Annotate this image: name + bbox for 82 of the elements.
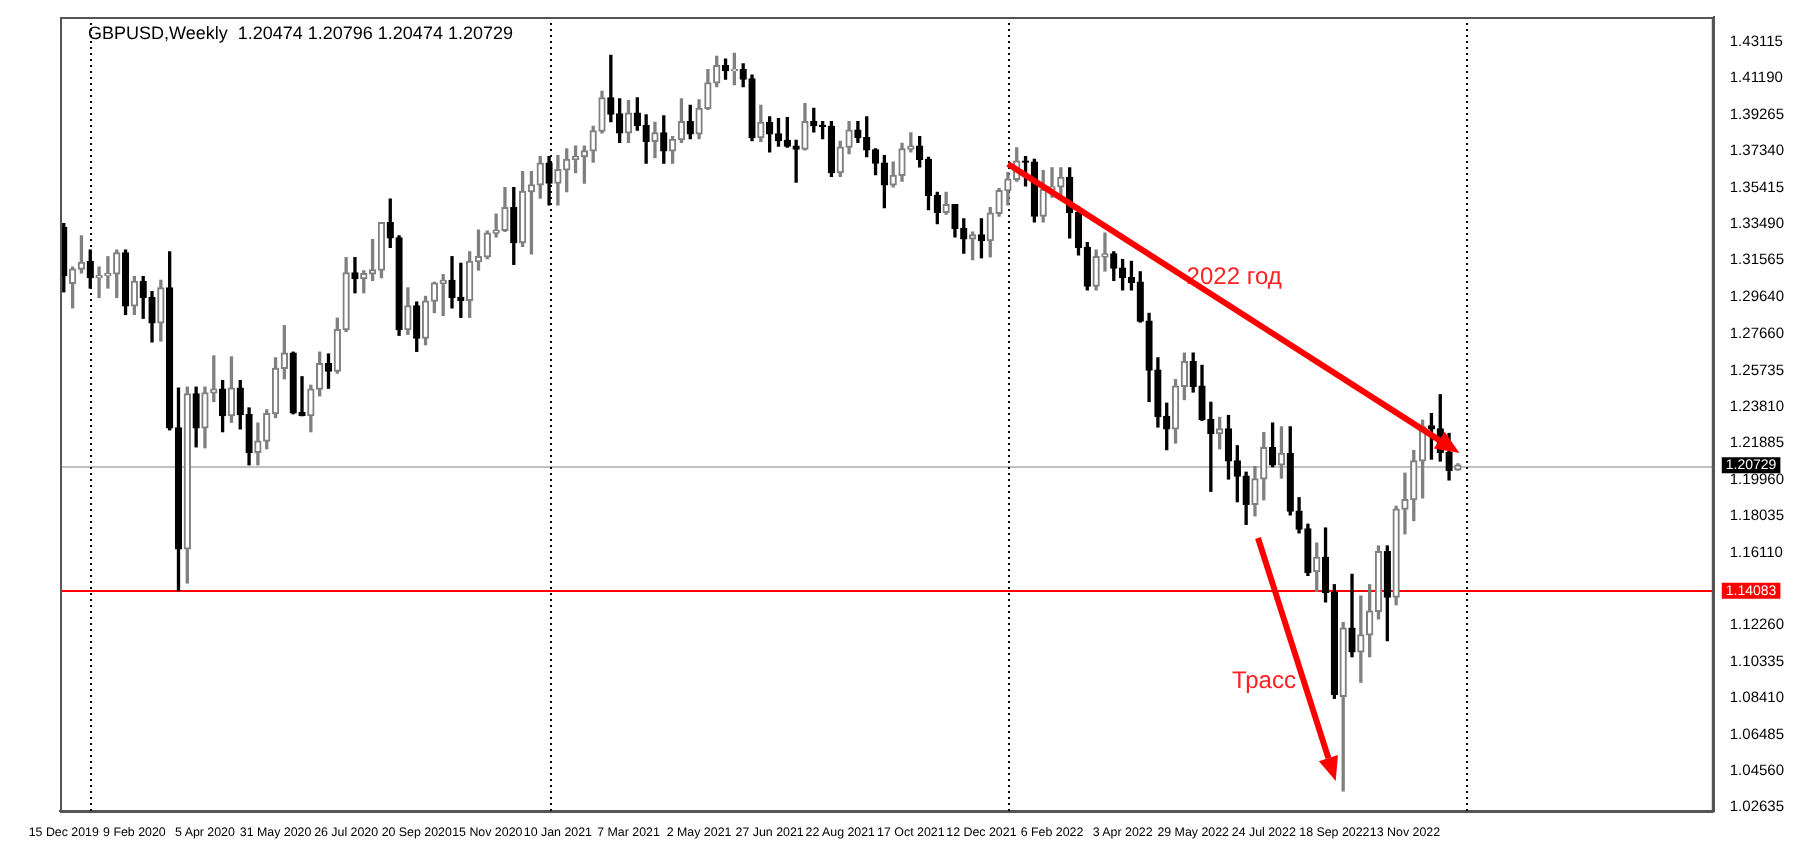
chart-title: GBPUSD,Weekly 1.20474 1.20796 1.20474 1.20729 — [88, 22, 513, 43]
candlestick — [466, 251, 474, 318]
candlestick — [501, 187, 509, 232]
candlestick — [1357, 595, 1365, 683]
candlestick — [951, 204, 959, 238]
candlestick — [801, 102, 809, 151]
candlestick — [783, 117, 791, 148]
candlestick — [1145, 312, 1153, 403]
candlestick — [651, 121, 659, 159]
candlestick — [1260, 431, 1268, 501]
candlestick — [977, 218, 986, 259]
candlestick — [898, 142, 906, 182]
candlestick — [77, 235, 86, 274]
candlestick — [395, 235, 403, 336]
candlestick — [183, 386, 191, 584]
candlestick — [404, 287, 412, 335]
candlestick — [536, 155, 544, 199]
candlestick — [845, 120, 853, 155]
candlestick — [1339, 621, 1347, 792]
candlestick — [174, 387, 183, 592]
candlestick — [1383, 545, 1391, 642]
candlestick — [1242, 471, 1250, 525]
candlestick — [871, 148, 880, 176]
candlestick — [748, 74, 756, 142]
candlestick — [166, 251, 174, 431]
candlestick — [1410, 449, 1418, 522]
candlestick — [968, 231, 977, 261]
candlestick — [121, 249, 130, 316]
candlestick — [863, 116, 871, 158]
candlestick — [192, 386, 200, 448]
candlestick — [1118, 258, 1127, 291]
candlestick — [854, 120, 862, 144]
candlestick — [624, 100, 633, 144]
candlestick — [68, 266, 77, 309]
candlestick — [457, 262, 465, 318]
candlestick — [351, 257, 359, 294]
candlestick — [1251, 465, 1259, 517]
candlestick — [1136, 271, 1144, 323]
candlestick — [880, 154, 889, 209]
candlestick — [580, 145, 589, 184]
candlestick — [1154, 357, 1162, 428]
candlestick — [210, 355, 218, 403]
candlestick — [942, 191, 950, 215]
candlestick — [510, 187, 518, 265]
candlestick — [483, 230, 491, 260]
candlestick — [607, 54, 615, 123]
candlestick — [1295, 497, 1303, 534]
candlestick — [95, 266, 103, 299]
candlestick — [554, 154, 562, 206]
candlestick — [324, 353, 333, 389]
candlestick — [1092, 249, 1100, 291]
candlestick — [227, 356, 236, 423]
candlestick — [157, 279, 165, 342]
candlestick — [1454, 463, 1462, 471]
candlestick — [377, 222, 386, 279]
candlestick — [368, 239, 377, 282]
candlestick — [1224, 414, 1233, 480]
candlestick — [413, 301, 421, 352]
candlestick — [527, 171, 536, 255]
candlestick — [1304, 523, 1312, 576]
candlestick — [1348, 573, 1356, 658]
candlestick — [218, 379, 227, 433]
candlestick — [201, 386, 209, 449]
candlestick — [774, 118, 783, 147]
candlestick — [254, 422, 262, 466]
candlestick — [1286, 426, 1294, 516]
candlestick — [1110, 251, 1118, 282]
candlestick — [739, 63, 747, 88]
candlestick — [598, 90, 606, 134]
candlestick — [1039, 170, 1047, 223]
candlestick — [836, 140, 844, 178]
candlestick — [130, 275, 139, 316]
candlestick — [792, 139, 800, 183]
candlestick — [571, 145, 580, 174]
candlestick — [113, 249, 121, 299]
candlestick — [104, 256, 112, 289]
candlestick — [589, 125, 597, 163]
candlestick — [492, 213, 500, 238]
candlestick — [1233, 445, 1241, 503]
annotation: Трасс — [1231, 666, 1296, 695]
candlestick — [1392, 505, 1400, 606]
candlestick — [730, 52, 739, 86]
